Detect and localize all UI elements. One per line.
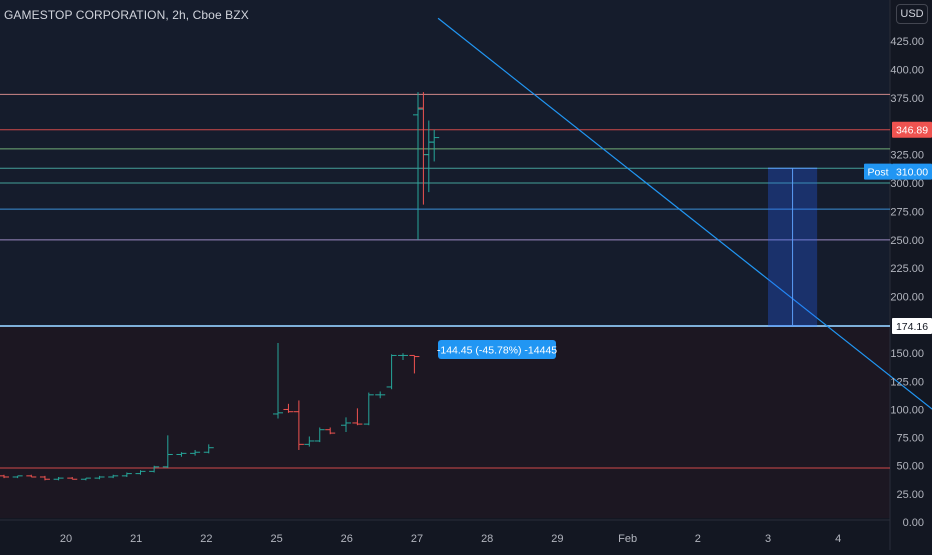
trend-line	[437, 17, 932, 410]
post-badge-label: Post	[867, 167, 888, 179]
x-tick-label: 3	[765, 533, 771, 545]
measure-label: -144.45 (-45.78%) -14445	[437, 345, 557, 357]
ohlc-bar	[409, 354, 420, 374]
ohlc-bar	[375, 391, 386, 399]
ohlc-bar	[0, 474, 9, 479]
ohlc-bar	[176, 452, 187, 457]
y-tick-label: 125.00	[890, 376, 924, 388]
y-tick-label: 150.00	[890, 348, 924, 360]
ohlc-bar	[67, 476, 78, 480]
ohlc-bar	[149, 465, 160, 473]
price-badge-label: 310.00	[896, 167, 928, 179]
ohlc-bar	[12, 475, 23, 479]
y-tick-label: 25.00	[896, 489, 924, 501]
ohlc-bar	[386, 354, 397, 390]
x-tick-label: 22	[200, 533, 212, 545]
ohlc-bar	[108, 474, 119, 479]
ohlc-bar	[121, 472, 132, 477]
y-tick-label: 100.00	[890, 404, 924, 416]
ohlc-bar	[94, 475, 105, 480]
ohlc-bar	[162, 435, 173, 468]
y-tick-label: 275.00	[890, 206, 924, 218]
x-tick-label: 4	[835, 533, 841, 545]
y-tick-label: 200.00	[890, 292, 924, 304]
upper-zone	[0, 0, 890, 326]
ohlc-bar	[304, 436, 315, 447]
price-badge-bg	[892, 163, 932, 180]
y-tick-label: 325.00	[890, 150, 924, 162]
ohlc-bar	[80, 477, 91, 481]
ohlc-bar	[363, 392, 374, 426]
ohlc-bar	[273, 343, 283, 419]
price-badge-label: 346.89	[896, 125, 928, 137]
price-badge-label: 174.16	[896, 321, 928, 333]
y-tick-label: 425.00	[890, 36, 924, 48]
x-tick-label: Feb	[618, 533, 637, 545]
y-tick-label: 300.00	[890, 178, 924, 190]
ohlc-bar	[341, 417, 351, 432]
x-tick-label: 26	[341, 533, 353, 545]
currency-button[interactable]: USD	[896, 4, 928, 24]
ohlc-bar	[413, 92, 423, 240]
x-tick-label: 21	[130, 533, 142, 545]
price-badge-bg	[892, 121, 932, 138]
y-tick-label: 375.00	[890, 93, 924, 105]
ohlc-bar	[190, 449, 201, 456]
ohlc-bar	[398, 353, 408, 360]
y-tick-label: 50.00	[896, 461, 924, 473]
y-tick-label: 225.00	[890, 263, 924, 275]
x-tick-label: 27	[411, 533, 423, 545]
ohlc-bar	[39, 475, 50, 481]
ohlc-bar	[325, 427, 336, 435]
y-tick-label: 250.00	[890, 235, 924, 247]
y-tick-label: 400.00	[890, 64, 924, 76]
x-tick-label: 2	[695, 533, 701, 545]
post-badge-bg	[864, 163, 892, 180]
ohlc-bar	[314, 427, 325, 443]
ohlc-bar	[352, 408, 363, 426]
ohlc-bar	[293, 400, 304, 450]
ohlc-bar	[429, 129, 440, 162]
x-tick-label: 25	[270, 533, 282, 545]
y-tick-label: 75.00	[896, 433, 924, 445]
measure-label-bg	[438, 340, 556, 359]
ohlc-bar	[26, 474, 37, 478]
x-tick-label: 20	[60, 533, 72, 545]
ohlc-bar	[135, 470, 146, 475]
price-badge-bg	[892, 318, 932, 334]
chart-title: GAMESTOP CORPORATION, 2h, Cboe BZX	[4, 8, 249, 22]
x-tick-label: 28	[481, 533, 493, 545]
ohlc-bar	[283, 403, 294, 413]
ohlc-bar	[53, 476, 64, 481]
y-tick-label: 0.00	[903, 517, 924, 529]
ohlc-bar	[203, 444, 214, 454]
x-tick-label: 29	[551, 533, 563, 545]
